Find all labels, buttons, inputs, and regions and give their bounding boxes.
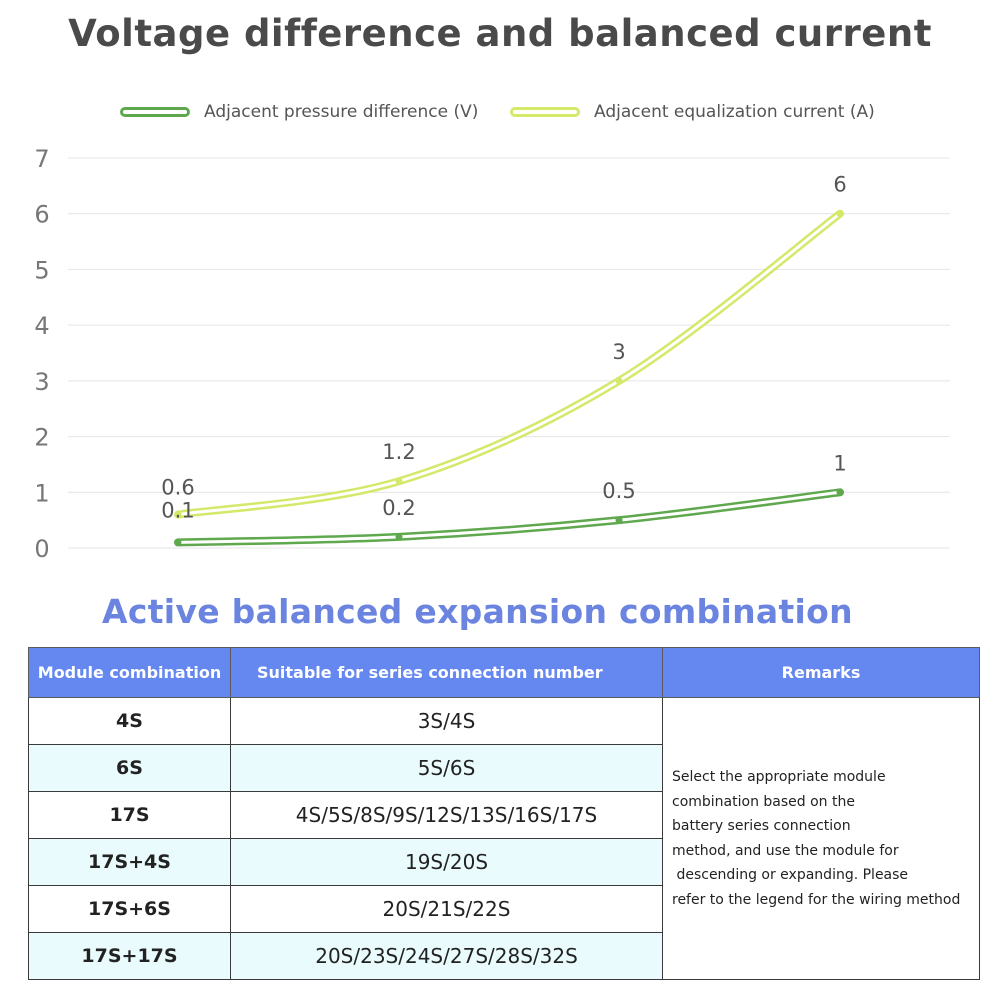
cell-series: 3S/4S bbox=[230, 697, 663, 745]
data-label-current: 3 bbox=[612, 340, 625, 364]
series-line-current-outline bbox=[174, 209, 844, 519]
y-tick-label: 5 bbox=[34, 256, 49, 284]
y-tick-label: 6 bbox=[34, 201, 49, 229]
grid-layer bbox=[68, 157, 950, 549]
data-label-voltage: 0.5 bbox=[602, 479, 635, 503]
remarks-line: combination based on the bbox=[672, 793, 855, 810]
y-tick-label: 3 bbox=[34, 368, 49, 396]
cell-series: 4S/5S/8S/9S/12S/13S/16S/17S bbox=[230, 791, 663, 839]
cell-module: 6S bbox=[28, 744, 231, 792]
cell-series: 19S/20S bbox=[230, 838, 663, 886]
legend-swatch-current bbox=[510, 107, 580, 117]
data-point-current bbox=[395, 477, 403, 485]
cell-module: 17S+17S bbox=[28, 932, 231, 980]
data-point-current bbox=[836, 210, 844, 218]
cell-module: 17S+4S bbox=[28, 838, 231, 886]
table-row: 17S+17S 20S/23S/24S/27S/28S/32S bbox=[28, 932, 980, 980]
header-remarks: Remarks bbox=[662, 647, 980, 698]
data-label-voltage: 0.2 bbox=[382, 496, 415, 520]
data-point-voltage bbox=[395, 533, 403, 541]
data-label-current: 1.2 bbox=[382, 440, 415, 464]
table-section-title: Active balanced expansion combination bbox=[102, 592, 853, 631]
table-row: 4S 3S/4S Select the appropriate module c… bbox=[28, 697, 980, 980]
data-point-current bbox=[615, 377, 623, 385]
table-header-row: Module combination Suitable for series c… bbox=[28, 647, 980, 698]
y-tick-label: 1 bbox=[34, 479, 49, 507]
header-module-combination: Module combination bbox=[28, 647, 231, 698]
cell-remarks: Select the appropriate module combinatio… bbox=[662, 697, 980, 980]
chart-legend: Adjacent pressure difference (V) Adjacen… bbox=[0, 97, 1000, 127]
chart-title: Voltage difference and balanced current bbox=[68, 12, 932, 55]
y-axis-ticks: 0 1 2 3 4 5 6 7 bbox=[34, 145, 49, 563]
line-chart: 0 1 2 3 4 5 6 7 0.6 1.2 3 6 0.1 0.2 0.5 1 bbox=[34, 145, 950, 563]
data-label-current: 6 bbox=[833, 173, 846, 197]
cell-module: 17S+6S bbox=[28, 885, 231, 933]
table-row: 17S+6S 20S/21S/22S bbox=[28, 885, 980, 933]
remarks-line: Select the appropriate module bbox=[672, 769, 886, 785]
remarks-line: descending or expanding. Please bbox=[672, 867, 909, 883]
data-label-current: 0.6 bbox=[161, 476, 194, 500]
series-line-voltage-inner bbox=[176, 490, 842, 544]
remarks-line: method, and use the module for bbox=[672, 842, 899, 859]
y-tick-label: 7 bbox=[34, 145, 49, 173]
cell-module: 17S bbox=[28, 791, 231, 839]
cell-series: 20S/21S/22S bbox=[230, 885, 663, 933]
data-label-voltage: 0.1 bbox=[161, 498, 194, 522]
cell-module: 4S bbox=[28, 697, 231, 745]
data-labels: 0.6 1.2 3 6 0.1 0.2 0.5 1 bbox=[161, 173, 846, 523]
legend-label-current: Adjacent equalization current (A) bbox=[594, 102, 875, 122]
legend-swatch-voltage bbox=[120, 107, 190, 117]
series-layer bbox=[174, 209, 844, 547]
header-series-number: Suitable for series connection number bbox=[230, 647, 663, 698]
data-label-voltage: 1 bbox=[833, 451, 846, 475]
cell-series: 5S/6S bbox=[230, 744, 663, 792]
y-tick-label: 4 bbox=[34, 312, 49, 340]
legend-item-current: Adjacent equalization current (A) bbox=[510, 97, 875, 127]
legend-item-voltage: Adjacent pressure difference (V) bbox=[120, 97, 478, 127]
data-point-voltage bbox=[174, 538, 182, 546]
remarks-line: battery series connection bbox=[672, 818, 851, 834]
data-point-voltage bbox=[615, 516, 623, 524]
legend-label-voltage: Adjacent pressure difference (V) bbox=[204, 102, 479, 122]
remarks-line: refer to the legend for the wiring metho… bbox=[672, 891, 961, 908]
combination-table: Module combination Suitable for series c… bbox=[28, 647, 980, 980]
y-tick-label: 2 bbox=[34, 424, 49, 452]
table-row: 17S+4S 19S/20S bbox=[28, 838, 980, 886]
cell-series: 20S/23S/24S/27S/28S/32S bbox=[230, 932, 663, 980]
series-line-current-inner bbox=[176, 212, 842, 517]
data-point-voltage bbox=[836, 488, 844, 496]
y-tick-label: 0 bbox=[34, 535, 49, 563]
data-point-current bbox=[174, 511, 182, 519]
